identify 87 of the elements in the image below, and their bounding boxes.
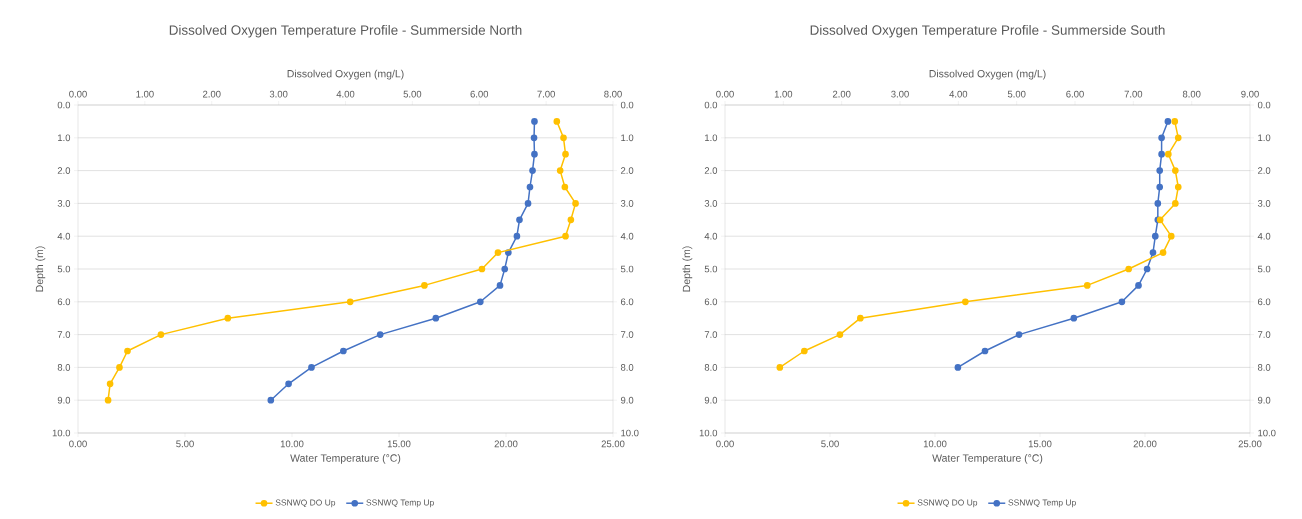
y-tick-label: 0.0: [704, 101, 718, 109]
y-tick-label: 9.0: [704, 396, 718, 404]
x2-axis-title: Dissolved Oxygen (mg/L): [287, 69, 404, 80]
y-tick-label: 2.0: [704, 167, 718, 174]
y2-tick-label: 6.0: [1258, 298, 1271, 306]
legend-label: SSNWQ Temp Up: [366, 499, 434, 508]
x2-tick-label: 4.00: [949, 90, 968, 98]
x2-axis-title: Dissolved Oxygen (mg/L): [929, 69, 1046, 80]
x2-tick-label: 7.00: [537, 90, 555, 98]
x-tick-label: 10.00: [280, 440, 304, 448]
x-axis-title: Water Temperature (°C): [932, 454, 1043, 464]
x2-tick-label: 2.00: [203, 90, 221, 98]
legend-label: SSNWQ DO Up: [275, 499, 336, 508]
x-tick-label: 20.00: [494, 440, 518, 448]
x2-tick-label: 4.00: [336, 90, 355, 98]
y-tick-label: 1.0: [705, 134, 718, 142]
y-tick-label: 7.0: [704, 331, 718, 338]
x2-tick-label: 9.00: [1241, 90, 1259, 98]
y-axis-title: Depth (m): [682, 246, 693, 292]
y2-tick-label: 9.0: [1257, 396, 1271, 404]
y2-tick-label: 0.0: [1257, 101, 1271, 109]
y2-tick-label: 3.0: [1257, 200, 1271, 207]
y2-tick-label: 3.0: [620, 200, 634, 207]
y-tick-label: 10.0: [699, 429, 718, 437]
y2-tick-label: 10.0: [621, 429, 639, 437]
x-tick-label: 10.00: [923, 440, 947, 448]
x2-tick-label: 3.00: [269, 90, 288, 98]
x2-tick-label: 3.00: [891, 90, 909, 98]
y-tick-label: 3.0: [704, 200, 718, 207]
x2-tick-label: 1.00: [774, 90, 793, 98]
x-tick-label: 15.00: [387, 440, 411, 448]
x-tick-label: 25.00: [601, 440, 625, 448]
y2-tick-label: 2.0: [620, 167, 634, 174]
legend-label: SSNWQ DO Up: [917, 499, 978, 508]
y-tick-label: 0.0: [57, 101, 71, 109]
y2-tick-label: 7.0: [1258, 331, 1271, 338]
x-tick-label: 25.00: [1238, 440, 1262, 448]
x2-tick-label: 8.00: [604, 90, 622, 98]
x-tick-label: 15.00: [1028, 440, 1052, 448]
y2-tick-label: 5.0: [620, 265, 634, 273]
y-tick-label: 2.0: [57, 167, 71, 174]
chart-title: Dissolved Oxygen Temperature Profile - Summerside South: [810, 24, 1165, 38]
x-tick-label: 0.00: [69, 440, 87, 448]
x-tick-label: 20.00: [1133, 440, 1157, 448]
y-tick-label: 8.0: [704, 364, 718, 371]
y-tick-label: 3.0: [57, 200, 71, 207]
x2-tick-label: 0.00: [69, 90, 87, 98]
y-tick-label: 6.0: [704, 298, 718, 306]
x-tick-label: 5.00: [176, 440, 194, 448]
x-tick-label: 5.00: [821, 440, 839, 448]
legend-label: SSNWQ Temp Up: [1008, 499, 1076, 508]
y2-tick-label: 10.0: [1258, 429, 1276, 437]
y-tick-label: 5.0: [57, 265, 71, 273]
y-tick-label: 1.0: [58, 134, 71, 142]
y2-tick-label: 9.0: [620, 396, 634, 404]
x2-tick-label: 2.00: [832, 90, 851, 98]
y-tick-label: 6.0: [57, 298, 71, 306]
x2-tick-label: 6.00: [1066, 90, 1084, 98]
x2-tick-label: 6.00: [470, 90, 489, 98]
y-tick-label: 4.0: [704, 232, 718, 240]
y-tick-label: 8.0: [57, 364, 71, 371]
y2-tick-label: 4.0: [1257, 232, 1271, 240]
y2-tick-label: 5.0: [1257, 265, 1271, 273]
x2-tick-label: 5.00: [1007, 90, 1026, 98]
y-tick-label: 4.0: [57, 232, 71, 240]
y-tick-label: 9.0: [57, 396, 71, 404]
y-tick-label: 10.0: [52, 429, 71, 437]
y2-tick-label: 1.0: [1258, 134, 1271, 142]
y2-tick-label: 2.0: [1258, 167, 1271, 174]
y-tick-label: 5.0: [704, 265, 718, 273]
y2-tick-label: 8.0: [620, 364, 634, 371]
y-tick-label: 7.0: [57, 331, 71, 338]
y-axis-title: Depth (m): [35, 246, 46, 292]
x-tick-label: 0.00: [716, 440, 734, 448]
y2-tick-label: 7.0: [621, 331, 634, 338]
y2-tick-label: 1.0: [621, 134, 634, 142]
x2-tick-label: 7.00: [1124, 90, 1143, 98]
x-axis-title: Water Temperature (°C): [290, 454, 401, 464]
y2-tick-label: 6.0: [621, 298, 634, 306]
y2-tick-label: 4.0: [620, 232, 634, 240]
x2-tick-label: 5.00: [403, 90, 422, 98]
chart-title: Dissolved Oxygen Temperature Profile - Summerside North: [169, 24, 522, 38]
y2-tick-label: 0.0: [620, 101, 634, 109]
x2-tick-label: 8.00: [1182, 90, 1201, 98]
x2-tick-label: 0.00: [716, 90, 734, 98]
x2-tick-label: 1.00: [136, 90, 154, 98]
y2-tick-label: 8.0: [1257, 364, 1271, 371]
